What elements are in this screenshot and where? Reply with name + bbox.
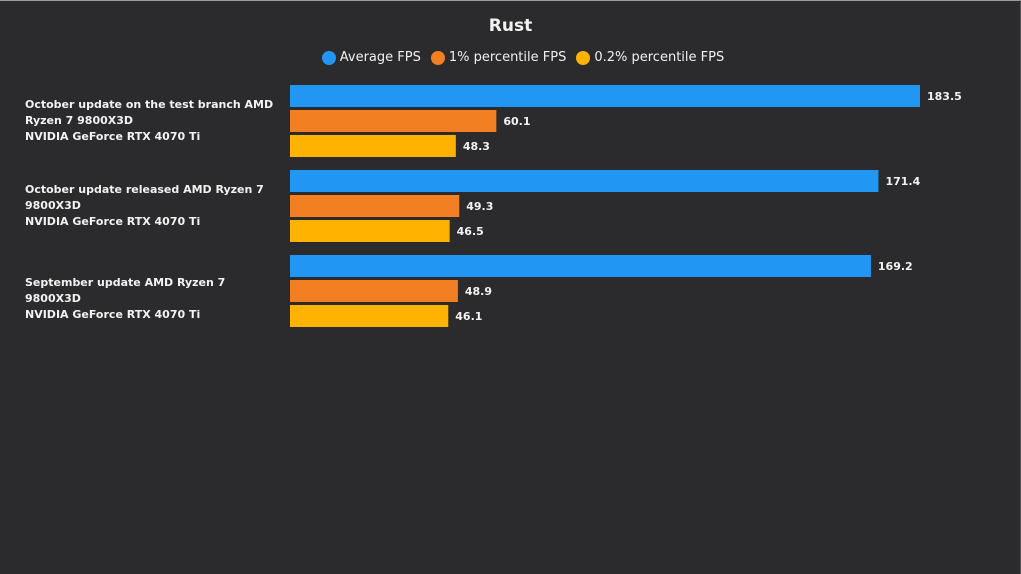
category-label-2-line-2: NVIDIA GeForce RTX 4070 Ti	[25, 308, 201, 321]
data-label-cat1-series0: 171.4	[885, 175, 920, 188]
bar-cat1-series0[interactable]	[290, 170, 879, 192]
category-label-0-line-2: Ryzen 7 9800X3D	[25, 114, 134, 127]
legend-label-average-fps: Average FPS	[339, 50, 421, 65]
legend-label-1pct-fps: 1% percentile FPS	[448, 50, 567, 65]
data-label-cat0-series0: 183.5	[927, 90, 962, 103]
category-label-1-line-2: 9800X3D	[25, 199, 81, 212]
data-label-cat2-series1: 48.9	[465, 285, 492, 298]
bar-cat2-series2[interactable]	[290, 305, 449, 327]
category-label-2: September update AMD Ryzen 7 9800X3D NVI…	[25, 275, 275, 323]
data-label-cat1-series1: 49.3	[466, 200, 493, 213]
legend-swatch-1pct-fps	[430, 50, 445, 65]
data-label-cat0-series2: 48.3	[463, 140, 490, 153]
bar-cat0-series1[interactable]	[290, 110, 497, 132]
legend-item-1pct-fps[interactable]: 1% percentile FPS	[430, 50, 567, 65]
category-label-2-line-1: September update AMD Ryzen 7 9800X3D	[25, 276, 226, 305]
category-label-1-line-1: October update released AMD Ryzen 7	[25, 183, 264, 196]
category-label-0-line-1: October update on the test branch AMD	[25, 98, 274, 111]
data-label-cat1-series2: 46.5	[457, 225, 484, 238]
legend-label-02pct-fps: 0.2% percentile FPS	[594, 50, 725, 65]
legend-item-02pct-fps[interactable]: 0.2% percentile FPS	[576, 50, 724, 65]
bar-cat0-series0[interactable]	[290, 85, 920, 107]
category-label-1-line-3: NVIDIA GeForce RTX 4070 Ti	[25, 215, 201, 228]
legend-swatch-02pct-fps	[576, 50, 591, 65]
bar-cat2-series0[interactable]	[290, 255, 871, 277]
bar-cat1-series1[interactable]	[290, 195, 460, 217]
category-label-1: October update released AMD Ryzen 7 9800…	[25, 182, 275, 230]
data-label-cat2-series0: 169.2	[878, 260, 913, 273]
legend-item-average-fps[interactable]: Average FPS	[321, 50, 421, 65]
bar-cat0-series2[interactable]	[290, 135, 456, 157]
category-label-0: October update on the test branch AMD Ry…	[25, 97, 275, 145]
legend: Average FPS 1% percentile FPS 0.2% perce…	[0, 50, 1021, 65]
category-label-0-line-3: NVIDIA GeForce RTX 4070 Ti	[25, 130, 201, 143]
bar-cat2-series1[interactable]	[290, 280, 458, 302]
legend-swatch-average-fps	[321, 50, 336, 65]
chart-title: Rust	[488, 16, 533, 36]
data-label-cat2-series2: 46.1	[455, 310, 482, 323]
bar-cat1-series2[interactable]	[290, 220, 450, 242]
data-label-cat0-series1: 60.1	[503, 115, 530, 128]
